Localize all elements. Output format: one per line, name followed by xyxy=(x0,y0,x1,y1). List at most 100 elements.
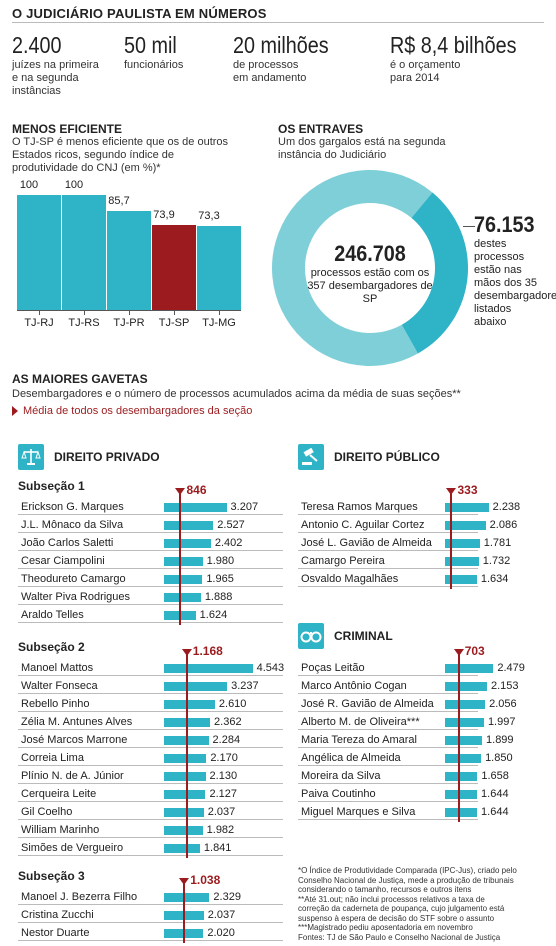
row-value: 2.362 xyxy=(214,716,242,728)
average-marker-icon xyxy=(179,878,190,885)
average-value: 1.168 xyxy=(192,644,223,658)
row-bar xyxy=(164,557,203,566)
panel-publico-header: DIREITO PÚBLICO xyxy=(298,444,440,470)
row-value: 2.020 xyxy=(207,927,235,939)
row-value: 1.624 xyxy=(199,609,228,621)
row-name: Camargo Pereira xyxy=(301,555,385,567)
row-value: 2.086 xyxy=(489,519,518,531)
publico-chart: Teresa Ramos Marques 2.238 Antonio C. Agui… xyxy=(298,483,548,593)
legend-marker-icon xyxy=(12,406,18,416)
entraves-donut xyxy=(272,170,468,366)
table-row: Camargo Pereira 1.732 xyxy=(298,553,510,569)
axis-tick xyxy=(39,310,40,315)
entraves-title: OS ENTRAVES xyxy=(278,122,364,136)
table-row: Manoel J. Bezerra Filho 2.329 xyxy=(18,889,283,905)
privado-sub3-title: Subseção 3 xyxy=(18,869,85,883)
row-bar xyxy=(164,893,210,902)
row-value: 1.888 xyxy=(204,591,233,603)
row-value: 2.130 xyxy=(209,770,238,782)
average-value: 333 xyxy=(457,483,478,497)
average-value: 1.038 xyxy=(190,873,221,887)
row-bar xyxy=(445,521,486,530)
donut-slice-part xyxy=(401,192,468,354)
bar-tj-mg xyxy=(197,225,241,310)
row-value: 1.841 xyxy=(203,842,232,854)
row-name: Cristina Zucchi xyxy=(21,909,94,921)
legend: Média de todos os desembargadores da seç… xyxy=(12,405,552,417)
bar-value-label: 100 xyxy=(64,179,84,191)
average-value: 846 xyxy=(186,483,207,497)
row-name: José Marcos Marrone xyxy=(21,734,128,746)
row-name: William Marinho xyxy=(21,824,100,836)
gavetas-header: AS MAIORES GAVETAS Desembargadores e o n… xyxy=(12,372,552,417)
donut-slice-other xyxy=(272,170,433,366)
panel-privado-header: DIREITO PRIVADO xyxy=(18,444,160,470)
row-bar xyxy=(164,575,203,584)
table-row: Antonio C. Aguilar Cortez 2.086 xyxy=(298,517,517,533)
bar-category-label: TJ-RJ xyxy=(24,317,54,329)
row-name: Walter Fonseca xyxy=(21,680,98,692)
stat-judges: 2.400 juízes na primeira e na segunda in… xyxy=(12,32,99,98)
row-name: João Carlos Saletti xyxy=(21,537,114,549)
row-bar xyxy=(164,503,227,512)
row-value: 1.997 xyxy=(487,716,516,728)
stat-desc: funcionários xyxy=(124,59,184,71)
row-bar xyxy=(445,718,484,727)
efficiency-subtitle: O TJ-SP é menos eficiente que os de outr… xyxy=(12,136,229,174)
privado-sub2-title: Subseção 2 xyxy=(18,640,85,654)
table-row: José L. Gavião de Almeida 1.781 xyxy=(298,535,511,551)
table-row: Moreira da Silva 1.658 xyxy=(298,768,509,784)
table-row: José R. Gavião de Almeida 2.056 xyxy=(298,696,517,712)
row-name: Theodureto Camargo xyxy=(21,573,126,585)
stat-desc: é o orçamento para 2014 xyxy=(390,59,461,84)
row-name: Antonio C. Aguilar Cortez xyxy=(301,519,425,531)
row-value: 1.781 xyxy=(483,537,512,549)
row-value: 2.527 xyxy=(217,519,245,531)
table-row: Osvaldo Magalhães 1.634 xyxy=(298,571,508,587)
row-bar xyxy=(445,557,479,566)
average-line xyxy=(450,493,453,589)
table-row: Theodureto Camargo 1.965 xyxy=(18,571,283,587)
row-bar xyxy=(164,521,214,530)
donut-part: 76.153 xyxy=(474,212,535,237)
axis-tick xyxy=(174,310,175,315)
table-row: J.L. Mônaco da Silva 2.527 xyxy=(18,517,283,533)
row-bar xyxy=(164,772,206,781)
table-row: Correia Lima 2.170 xyxy=(18,750,283,766)
panel-criminal-title: CRIMINAL xyxy=(334,629,393,643)
row-name: Erickson G. Marques xyxy=(21,501,124,513)
bar-category-label: TJ-PR xyxy=(113,317,145,329)
stat-desc: de processos em andamento xyxy=(233,59,307,84)
table-row: Plínio N. de A. Júnior 2.130 xyxy=(18,768,283,784)
row-name: Teresa Ramos Marques xyxy=(301,501,418,513)
row-name: Simões de Vergueiro xyxy=(21,842,124,854)
table-row: William Marinho 1.982 xyxy=(18,822,283,838)
bar-tj-rj xyxy=(17,195,61,310)
donut-pointer xyxy=(463,226,475,227)
page-title: O JUDICIÁRIO PAULISTA EM NÚMEROS xyxy=(12,6,267,21)
row-value: 1.982 xyxy=(206,824,235,836)
row-value: 1.980 xyxy=(206,555,235,567)
average-line xyxy=(183,883,186,943)
row-value: 1.644 xyxy=(481,788,509,800)
row-bar xyxy=(164,808,204,817)
bar-category-label: TJ-RS xyxy=(68,317,100,329)
row-value: 2.402 xyxy=(214,537,243,549)
row-bar xyxy=(164,539,211,548)
row-value: 2.329 xyxy=(213,891,241,903)
row-value: 1.965 xyxy=(206,573,234,585)
row-bar xyxy=(164,826,203,835)
row-name: Poças Leitão xyxy=(301,662,365,674)
privado-sub1-title: Subseção 1 xyxy=(18,479,85,493)
legend-label: Média de todos os desembargadores da seç… xyxy=(23,405,253,417)
bar-value-label: 73,3 xyxy=(198,209,220,222)
donut-part-desc: destes processos estão nas mãos dos 35 d… xyxy=(474,238,556,328)
donut-total: 246.708 xyxy=(334,241,406,266)
row-bar xyxy=(164,682,228,691)
row-name: Paiva Coutinho xyxy=(301,788,376,800)
row-bar xyxy=(445,503,489,512)
privado-sub3-chart: Manoel J. Bezerra Filho 2.329 Cristina Zuc… xyxy=(18,873,286,943)
row-name: José L. Gavião de Almeida xyxy=(301,537,432,549)
row-value: 1.658 xyxy=(481,770,509,782)
row-name: J.L. Mônaco da Silva xyxy=(21,519,124,531)
